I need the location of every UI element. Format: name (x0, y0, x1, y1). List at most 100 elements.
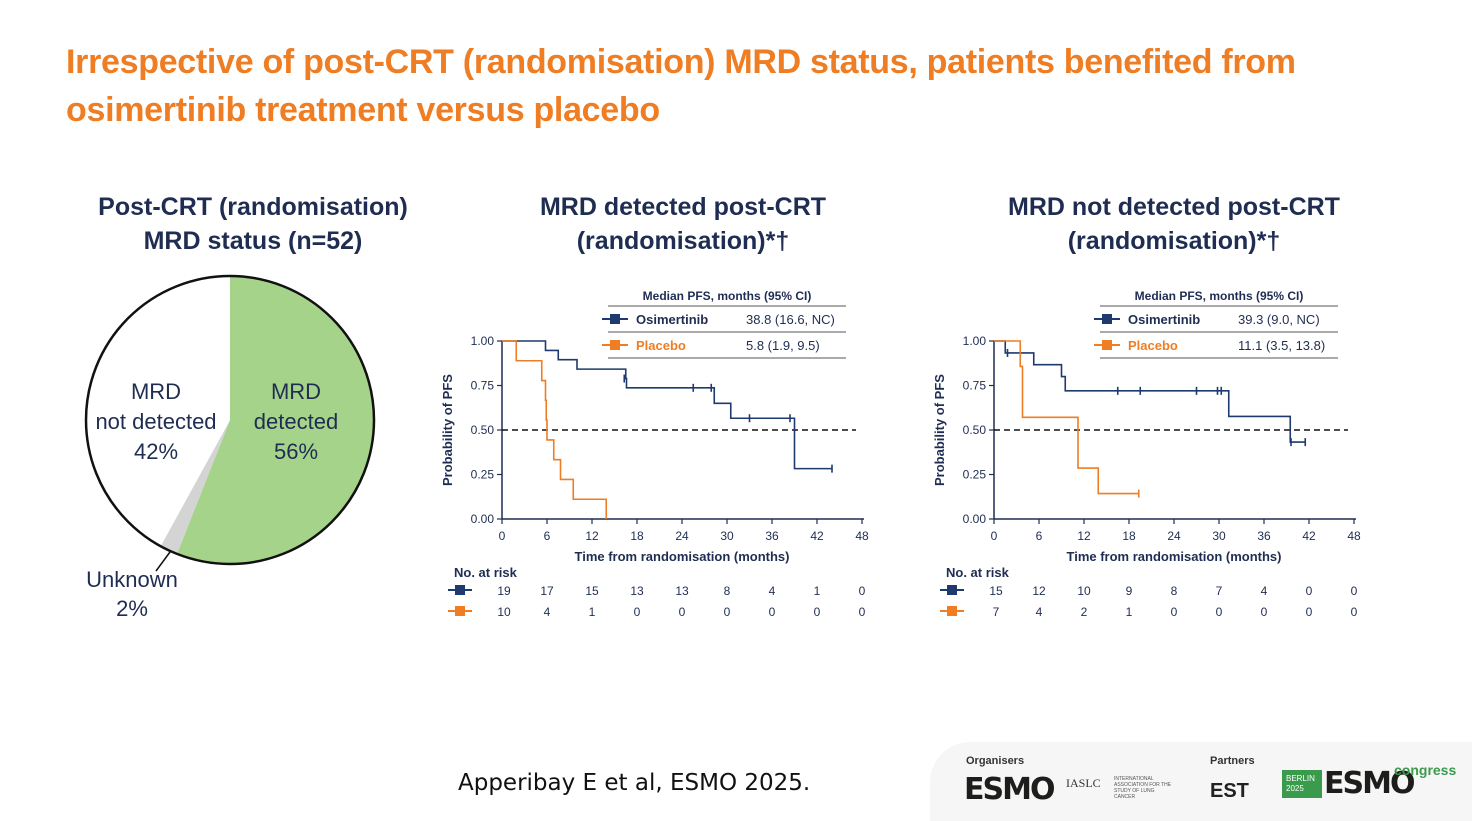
at-risk-value-osimertinib: 1 (814, 584, 821, 598)
x-tick-label: 36 (765, 529, 779, 543)
y-tick-label: 0.00 (471, 512, 495, 526)
citation: Apperibay E et al, ESMO 2025. (458, 770, 811, 796)
at-risk-value-placebo: 10 (497, 605, 511, 619)
pie-title-line1: Post-CRT (randomisation) (98, 193, 408, 221)
at-risk-value-osimertinib: 19 (497, 584, 511, 598)
legend-label-osimertinib: Osimertinib (1128, 312, 1200, 327)
x-tick-label: 48 (855, 529, 869, 543)
at-risk-marker-placebo (947, 606, 957, 616)
at-risk-value-osimertinib: 9 (1126, 584, 1133, 598)
y-tick-label: 0.25 (963, 468, 987, 482)
esmo-logo: ESMO (964, 772, 1055, 807)
at-risk-value-osimertinib: 13 (675, 584, 689, 598)
esmo-congress-logo: ESMO (1324, 766, 1415, 801)
km-curve-osimertinib (502, 340, 832, 470)
x-axis-label: Time from randomisation (months) (1067, 549, 1282, 564)
y-tick-label: 1.00 (471, 334, 495, 348)
pie-title-line2: MRD status (n=52) (143, 227, 363, 255)
pie-label-detected-pct: 56% (274, 439, 318, 464)
slide-title: Irrespective of post-CRT (randomisation)… (66, 43, 1296, 129)
pie-label-not-detected-l1: MRD (131, 379, 181, 404)
footer-panel (930, 742, 1472, 821)
iaslc-subtitle: INTERNATIONAL ASSOCIATION FOR THE STUDY … (1114, 776, 1172, 800)
at-risk-title: No. at risk (454, 565, 518, 580)
legend-median-placebo: 5.8 (1.9, 9.5) (746, 338, 820, 353)
km2-title-line2: (randomisation)*† (1067, 227, 1281, 255)
at-risk-title: No. at risk (946, 565, 1010, 580)
pie-label-not-detected-l2: not detected (95, 409, 216, 434)
at-risk-value-osimertinib: 15 (989, 584, 1003, 598)
km-chart-mrd-not-detected: 0.000.250.500.751.000 6 12 18 24 30 36 42 48Time… (932, 289, 1361, 619)
x-tick-label: 36 (1257, 529, 1271, 543)
pie-unknown-leader (155, 551, 171, 572)
x-tick-label: 42 (1302, 529, 1316, 543)
x-tick-label: 30 (720, 529, 734, 543)
legend-label-osimertinib: Osimertinib (636, 312, 708, 327)
partners-label: Partners (1210, 755, 1255, 767)
pie-label-detected-l2: detected (254, 409, 338, 434)
x-tick-label: 6 (1036, 529, 1043, 543)
organisers-label: Organisers (966, 755, 1025, 767)
at-risk-value-placebo: 2 (1081, 605, 1088, 619)
km-chart-mrd-detected: 0.000.250.500.751.000 6 12 18 24 30 36 42 48Time… (440, 289, 869, 619)
pie-slice-unknown (160, 420, 230, 554)
pie-label-unknown-pct: 2% (116, 596, 148, 621)
y-tick-label: 0.50 (471, 423, 495, 437)
pie-label-not-detected-pct: 42% (134, 439, 178, 464)
at-risk-value-placebo: 0 (679, 605, 686, 619)
at-risk-value-osimertinib: 4 (1261, 584, 1268, 598)
at-risk-value-placebo: 0 (1261, 605, 1268, 619)
pie-slice-mrd-not-detected (85, 276, 230, 547)
legend-median-osimertinib: 38.8 (16.6, NC) (746, 312, 835, 327)
at-risk-value-osimertinib: 8 (724, 584, 731, 598)
at-risk-value-osimertinib: 0 (859, 584, 866, 598)
pie-label-unknown: Unknown (86, 567, 178, 592)
y-tick-label: 0.25 (471, 468, 495, 482)
at-risk-value-placebo: 0 (769, 605, 776, 619)
legend-marker-osimertinib (610, 314, 620, 324)
at-risk-value-placebo: 0 (724, 605, 731, 619)
km-curve-osimertinib (994, 340, 1306, 443)
at-risk-value-placebo: 0 (634, 605, 641, 619)
km1-title-line2: (randomisation)*† (576, 227, 790, 255)
x-tick-label: 18 (1122, 529, 1136, 543)
x-axis-label: Time from randomisation (months) (575, 549, 790, 564)
at-risk-value-placebo: 4 (544, 605, 551, 619)
at-risk-marker-osimertinib (947, 585, 957, 595)
at-risk-value-placebo: 0 (1351, 605, 1358, 619)
km-curve-placebo (994, 340, 1139, 495)
y-axis-label: Probability of PFS (932, 374, 947, 486)
at-risk-value-osimertinib: 0 (1306, 584, 1313, 598)
x-tick-label: 6 (544, 529, 551, 543)
median-table-header: Median PFS, months (95% CI) (1135, 289, 1304, 303)
at-risk-value-placebo: 0 (1306, 605, 1313, 619)
y-tick-label: 0.50 (963, 423, 987, 437)
legend-marker-osimertinib (1102, 314, 1112, 324)
pie-outline (84, 274, 376, 566)
median-table-header: Median PFS, months (95% CI) (643, 289, 812, 303)
km1-title-line1: MRD detected post-CRT (539, 193, 827, 221)
iaslc-logo: IASLC (1066, 776, 1101, 790)
legend-median-osimertinib: 39.3 (9.0, NC) (1238, 312, 1320, 327)
at-risk-value-placebo: 0 (1171, 605, 1178, 619)
x-tick-label: 0 (499, 529, 506, 543)
at-risk-value-osimertinib: 15 (585, 584, 599, 598)
x-tick-label: 48 (1347, 529, 1361, 543)
y-axis-label: Probability of PFS (440, 374, 455, 486)
x-tick-label: 42 (810, 529, 824, 543)
at-risk-value-osimertinib: 8 (1171, 584, 1178, 598)
km2-title-line1: MRD not detected post-CRT (1008, 193, 1340, 221)
pie-label-detected-l1: MRD (271, 379, 321, 404)
at-risk-value-placebo: 0 (1216, 605, 1223, 619)
legend-label-placebo: Placebo (636, 338, 686, 353)
at-risk-value-placebo: 7 (993, 605, 1000, 619)
legend-median-placebo: 11.1 (3.5, 13.8) (1238, 338, 1325, 353)
y-tick-label: 0.75 (963, 379, 987, 393)
at-risk-value-osimertinib: 7 (1216, 584, 1223, 598)
legend-label-placebo: Placebo (1128, 338, 1178, 353)
at-risk-marker-osimertinib (455, 585, 465, 595)
congress-label: congress (1394, 762, 1457, 778)
at-risk-value-osimertinib: 13 (630, 584, 644, 598)
at-risk-value-placebo: 4 (1036, 605, 1043, 619)
